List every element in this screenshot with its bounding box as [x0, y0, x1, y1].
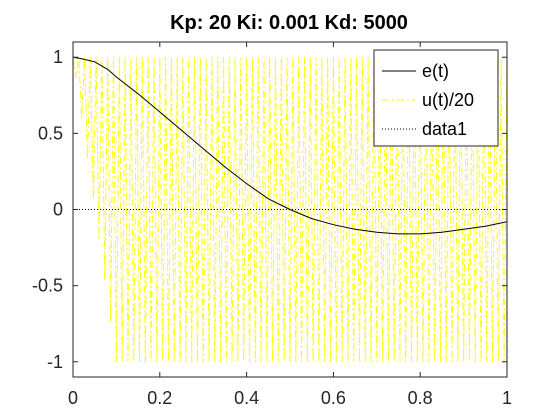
y-tick-label: 1 [53, 47, 63, 67]
series-u-line [73, 57, 507, 362]
x-tick-label: 0.6 [321, 388, 346, 408]
y-tick-label: -1 [47, 352, 63, 372]
x-tick-label: 0.8 [408, 388, 433, 408]
legend-label: u(t)/20 [422, 90, 474, 110]
legend-label: e(t) [422, 61, 449, 81]
y-tick-label: -0.5 [32, 276, 63, 296]
series-e-line [73, 56, 507, 235]
x-tick-label: 0.4 [234, 388, 259, 408]
legend-label: data1 [422, 119, 467, 139]
chart-title: Kp: 20 Ki: 0.001 Kd: 5000 [170, 12, 408, 34]
x-tick-label: 1 [502, 388, 512, 408]
y-tick-label: 0 [53, 200, 63, 220]
legend-box [373, 49, 499, 147]
x-tick-label: 0 [68, 388, 78, 408]
x-tick-label: 0.2 [147, 388, 172, 408]
y-tick-label: 0.5 [38, 123, 63, 143]
